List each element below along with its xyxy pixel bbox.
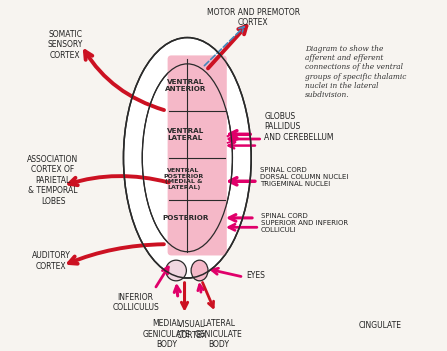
Text: CINGULATE: CINGULATE [358, 321, 401, 330]
Ellipse shape [166, 260, 186, 281]
Text: MEDIAL
GENICULATE
BODY: MEDIAL GENICULATE BODY [143, 319, 190, 349]
Ellipse shape [123, 38, 251, 278]
Text: AUDITORY
CORTEX: AUDITORY CORTEX [32, 251, 71, 271]
Text: ASSOCIATION
CORTEX OF
PARIETAL
& TEMPORAL
LOBES: ASSOCIATION CORTEX OF PARIETAL & TEMPORA… [27, 155, 79, 206]
Text: SPINAL CORD
SUPERIOR AND INFERIOR
COLLICULI: SPINAL CORD SUPERIOR AND INFERIOR COLLIC… [261, 213, 348, 233]
FancyBboxPatch shape [168, 55, 227, 256]
Text: Diagram to show the
afferent and efferent
connections of the ventral
groups of s: Diagram to show the afferent and efferen… [305, 45, 406, 99]
Text: SOMATIC
SENSORY
CORTEX: SOMATIC SENSORY CORTEX [47, 30, 83, 60]
Text: VENTRAL
POSTERIOR
(MEDIAL &
LATERAL): VENTRAL POSTERIOR (MEDIAL & LATERAL) [164, 168, 204, 190]
Text: LATERAL
GENICULATE
BODY: LATERAL GENICULATE BODY [194, 319, 242, 349]
Text: SPINAL CORD
DORSAL COLUMN NUCLEI
TRIGEMINAL NUCLEI: SPINAL CORD DORSAL COLUMN NUCLEI TRIGEMI… [260, 167, 348, 187]
Text: POSTERIOR: POSTERIOR [162, 216, 209, 221]
Text: MOTOR AND PREMOTOR
CORTEX: MOTOR AND PREMOTOR CORTEX [207, 7, 299, 27]
Text: VENTRAL
ANTERIOR: VENTRAL ANTERIOR [165, 79, 206, 92]
Ellipse shape [191, 260, 208, 281]
Text: EYES: EYES [246, 271, 266, 280]
Text: VISUAL
CORTEX: VISUAL CORTEX [177, 320, 207, 340]
Text: VENTRAL
LATERAL: VENTRAL LATERAL [167, 128, 204, 141]
Text: GLOBUS
PALLIDUS
AND CEREBELLUM: GLOBUS PALLIDUS AND CEREBELLUM [264, 112, 334, 142]
Text: INFERIOR
COLLICULUS: INFERIOR COLLICULUS [112, 293, 159, 312]
